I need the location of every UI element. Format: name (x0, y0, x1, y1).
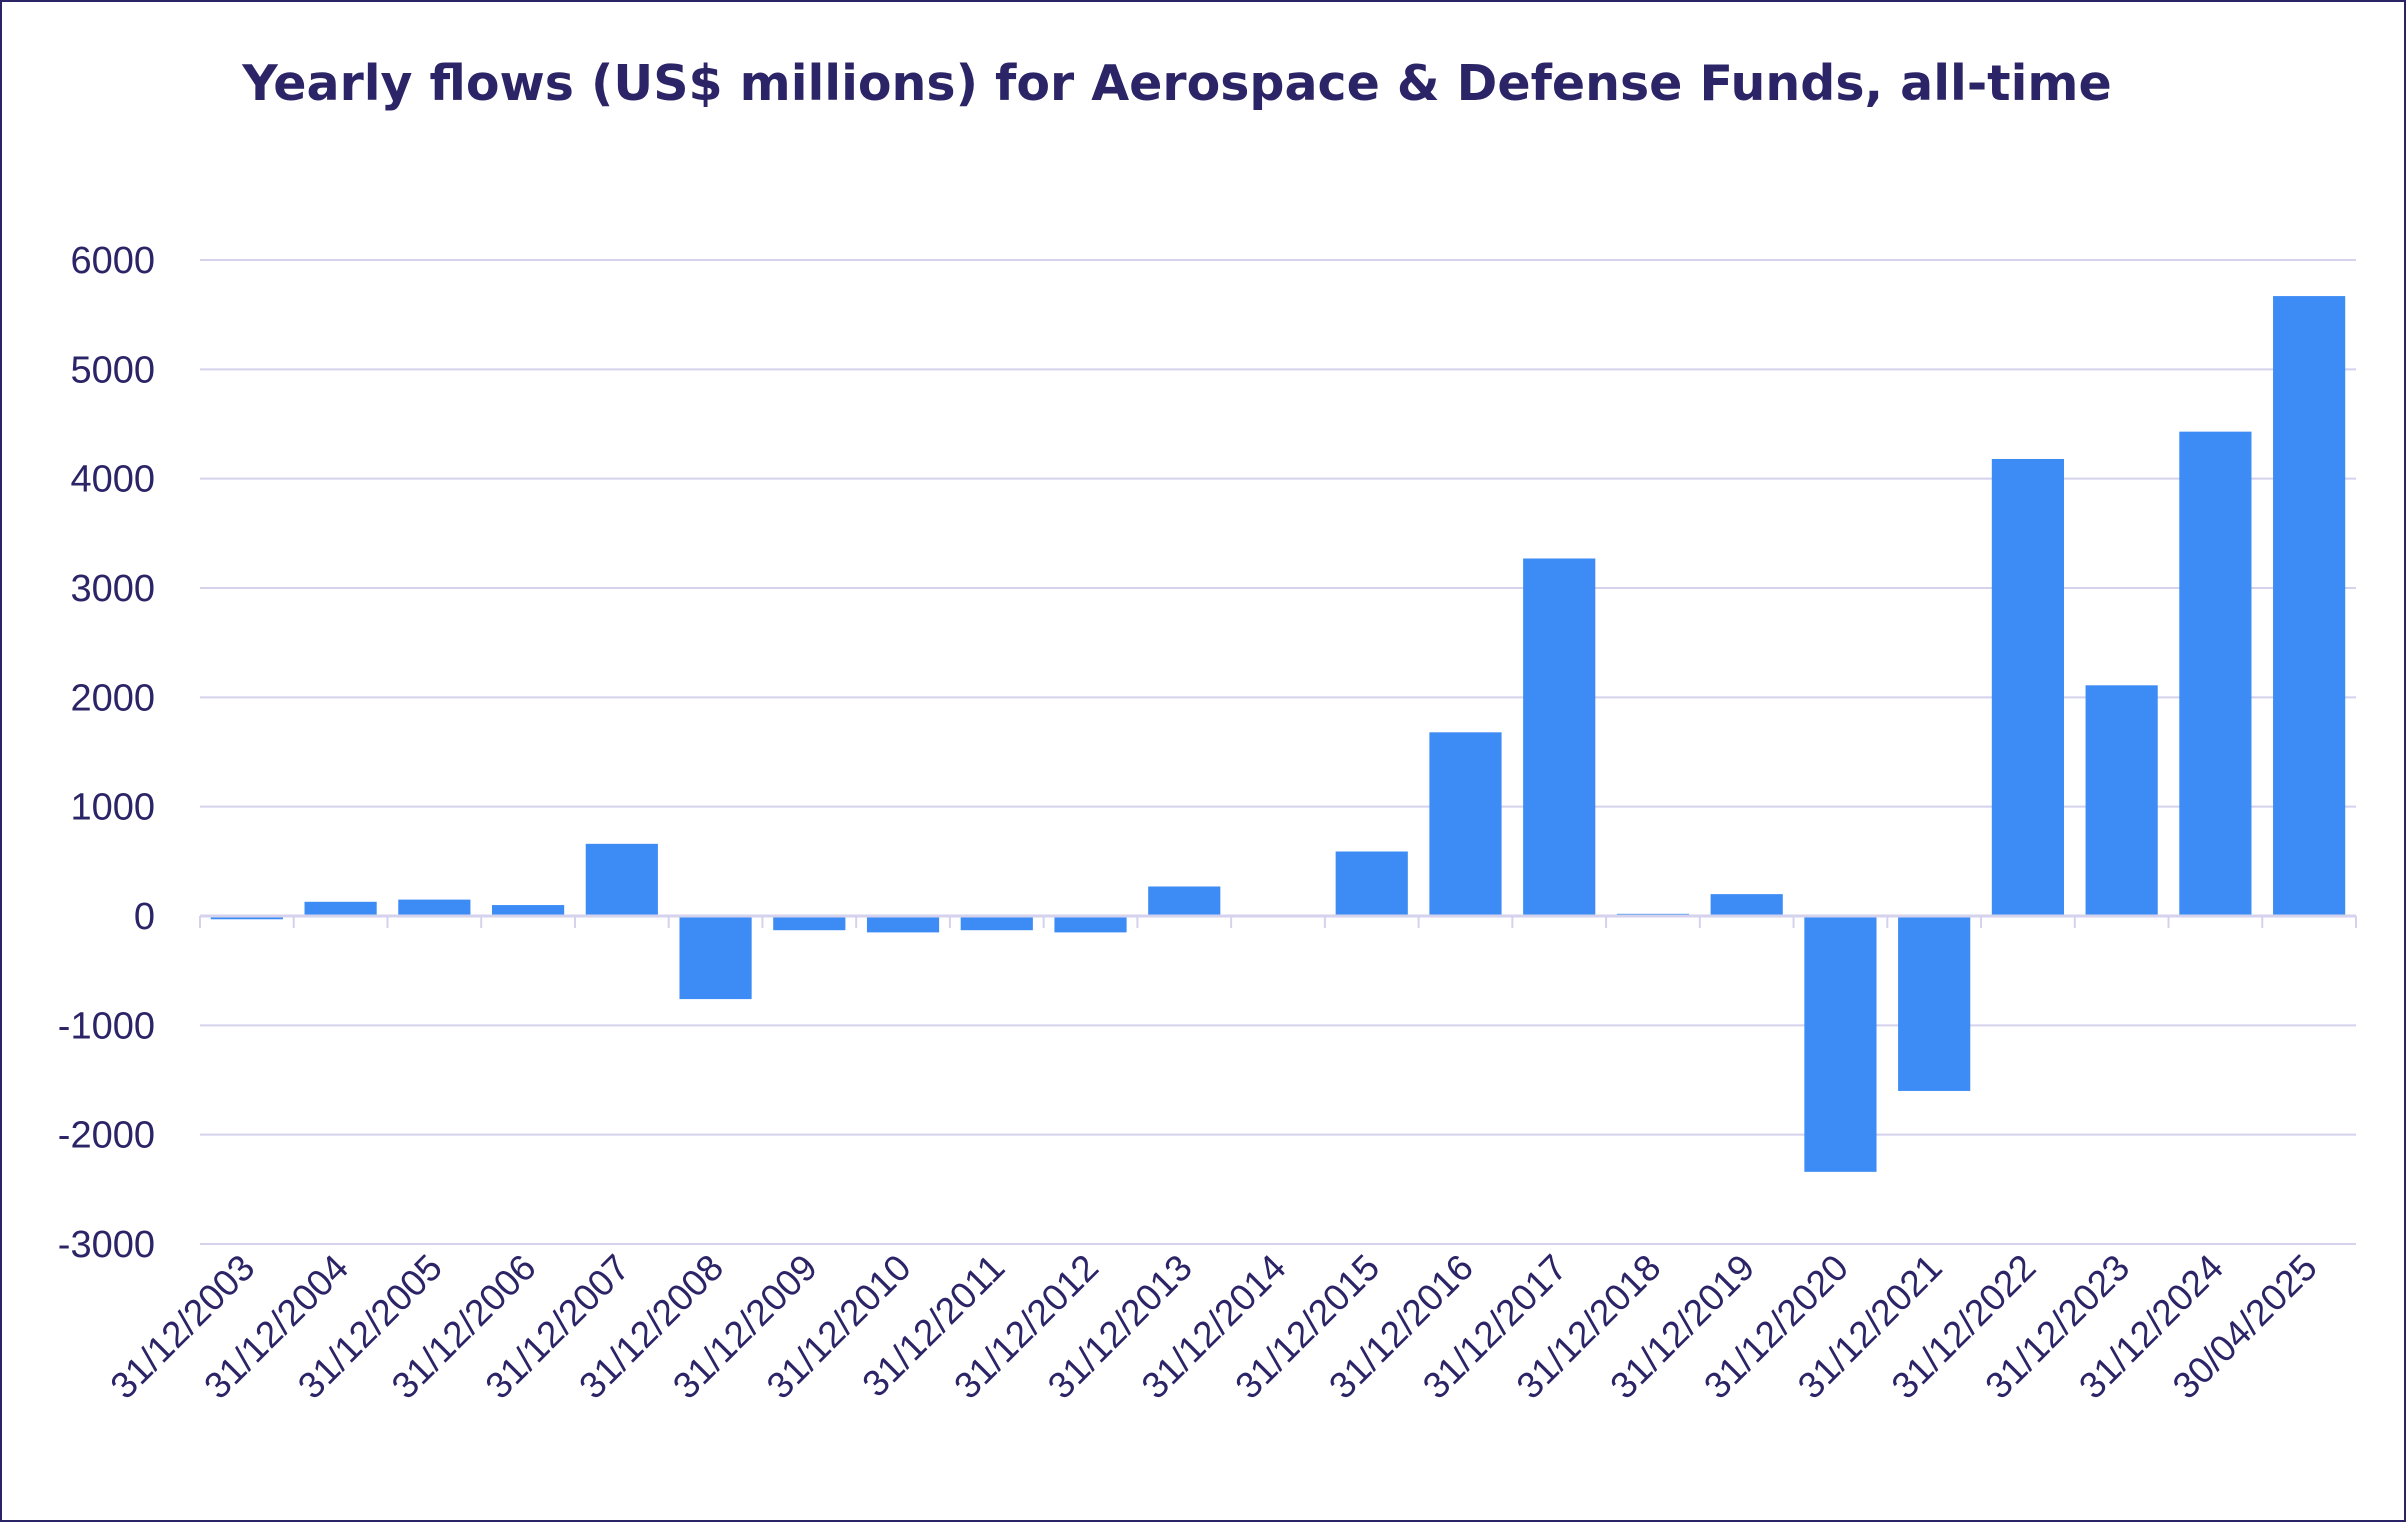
bar-31-12-2008 (679, 916, 752, 1000)
bars (210, 296, 2346, 1172)
bar-31-12-2019 (1710, 894, 1783, 916)
bar-31-12-2017 (1523, 558, 1596, 916)
y-tick-label: 4000 (70, 459, 155, 501)
bar-31-12-2023 (2085, 685, 2158, 916)
bar-31-12-2015 (1335, 851, 1408, 916)
x-axis (199, 914, 2357, 928)
y-tick-label: -3000 (58, 1224, 155, 1266)
y-tick-label: 3000 (70, 568, 155, 610)
y-axis-ticks: 6000 5000 4000 3000 2000 1000 0 -1000 -2000 -3000 (58, 240, 155, 1266)
bar-31-12-2021 (1898, 916, 1971, 1091)
bar-31-12-2010 (866, 916, 940, 933)
bar-31-12-2011 (960, 916, 1033, 931)
bar-31-12-2005 (398, 899, 471, 916)
bar-31-12-2006 (491, 905, 565, 916)
y-tick-label: 5000 (70, 349, 155, 391)
y-tick-label: 1000 (70, 787, 155, 829)
y-tick-label: -2000 (58, 1115, 155, 1157)
y-tick-label: -1000 (58, 1005, 155, 1047)
y-tick-label: 2000 (70, 677, 155, 719)
bar-31-12-2007 (585, 843, 658, 916)
bar-31-12-2024 (2179, 431, 2252, 916)
y-tick-label: 0 (134, 896, 155, 938)
bar-31-12-2012 (1054, 916, 1127, 933)
chart-title: Yearly flows (US$ millions) for Aerospac… (242, 55, 2112, 112)
bar-30-04-2025 (2273, 296, 2346, 917)
x-axis-ticks: 31/12/200331/12/200431/12/200531/12/2006… (103, 1247, 2325, 1407)
bar-31-12-2020 (1804, 916, 1877, 1172)
bar-31-12-2004 (304, 901, 377, 916)
bar-31-12-2013 (1148, 886, 1221, 916)
bar-31-12-2009 (773, 916, 846, 931)
bar-31-12-2003 (210, 916, 283, 920)
y-tick-label: 6000 (70, 240, 155, 282)
bar-31-12-2016 (1429, 732, 1502, 916)
bar-31-12-2022 (1991, 458, 2065, 916)
